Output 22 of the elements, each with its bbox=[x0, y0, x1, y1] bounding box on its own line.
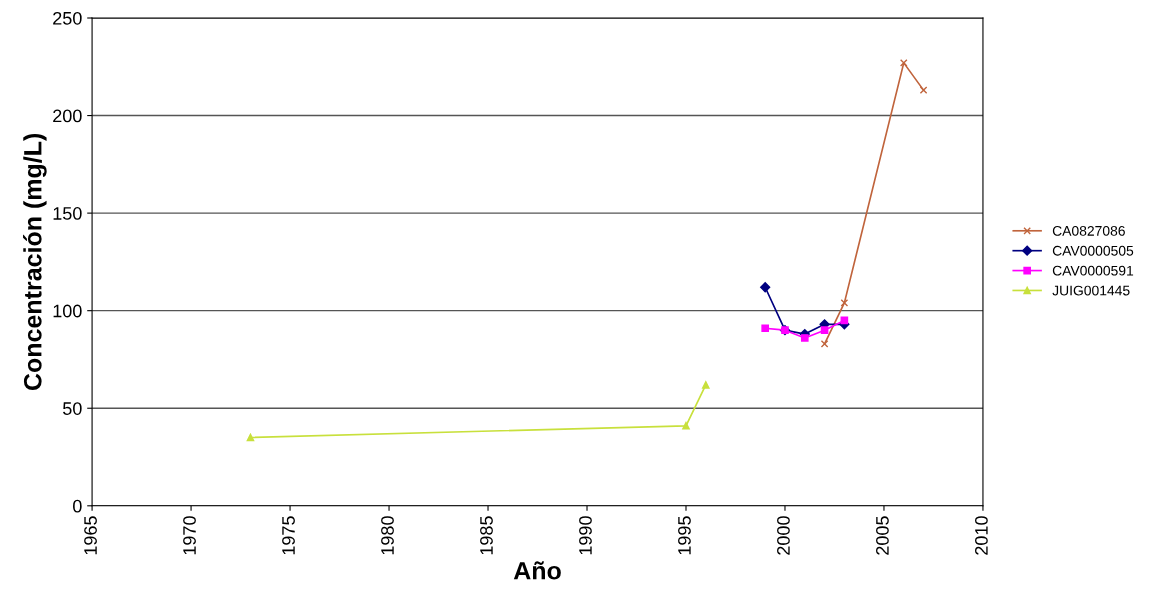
x-tick-label: 2010 bbox=[975, 516, 988, 555]
x-axis-title: Año bbox=[513, 561, 561, 580]
x-tick-label: 1970 bbox=[183, 516, 196, 555]
y-tick-label: 150 bbox=[53, 207, 82, 220]
x-tick-label: 1990 bbox=[579, 516, 592, 555]
y-tick-label: 250 bbox=[53, 11, 82, 25]
x-tick-label: 2000 bbox=[777, 516, 790, 555]
x-tick-label: 1965 bbox=[84, 516, 97, 555]
y-tick-label: 200 bbox=[53, 109, 82, 123]
y-tick-label: 0 bbox=[73, 499, 82, 513]
legend-label: JUIG001445 bbox=[1052, 285, 1130, 296]
y-tick-label: 100 bbox=[53, 304, 82, 318]
y-tick-label: 50 bbox=[63, 402, 82, 415]
legend-label: CAV0000591 bbox=[1052, 265, 1134, 276]
x-tick-label: 1980 bbox=[381, 516, 394, 555]
x-tick-label: 1985 bbox=[480, 516, 493, 555]
legend-label: CAV0000505 bbox=[1052, 245, 1134, 256]
legend-label: CA0827086 bbox=[1052, 225, 1125, 236]
x-tick-label: 2005 bbox=[876, 516, 889, 555]
x-tick-label: 1975 bbox=[282, 516, 295, 555]
y-axis-title: Concentración (mg/L) bbox=[23, 133, 47, 391]
x-tick-label: 1995 bbox=[678, 516, 691, 555]
